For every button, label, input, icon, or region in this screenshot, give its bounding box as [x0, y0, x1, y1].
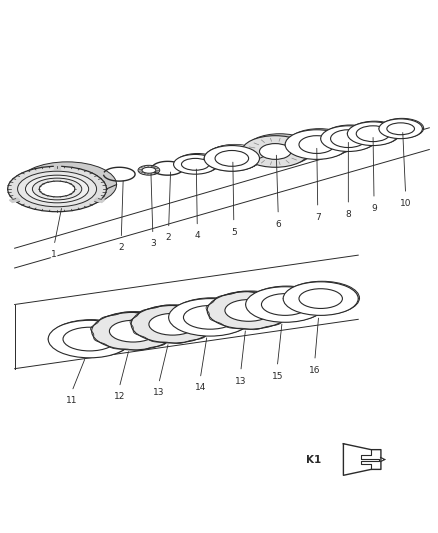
Text: 16: 16	[309, 366, 321, 375]
Polygon shape	[10, 198, 20, 203]
Text: 7: 7	[315, 213, 321, 222]
Ellipse shape	[264, 142, 296, 157]
Ellipse shape	[299, 136, 335, 154]
Ellipse shape	[332, 129, 368, 147]
Ellipse shape	[176, 154, 219, 173]
Ellipse shape	[39, 181, 75, 197]
Ellipse shape	[215, 150, 249, 166]
Ellipse shape	[263, 293, 311, 314]
Text: 2: 2	[166, 233, 171, 243]
Ellipse shape	[356, 126, 390, 142]
Polygon shape	[54, 165, 60, 168]
Ellipse shape	[284, 281, 360, 315]
Ellipse shape	[63, 327, 117, 351]
Ellipse shape	[64, 327, 118, 350]
Text: K1: K1	[307, 455, 321, 465]
Polygon shape	[94, 198, 105, 203]
Ellipse shape	[94, 312, 177, 349]
Text: 2: 2	[118, 243, 124, 252]
Ellipse shape	[242, 136, 309, 167]
Text: 5: 5	[231, 228, 237, 237]
Text: 14: 14	[194, 384, 206, 392]
Ellipse shape	[217, 150, 251, 165]
Ellipse shape	[209, 291, 292, 328]
Ellipse shape	[321, 126, 376, 151]
Ellipse shape	[285, 130, 348, 159]
Ellipse shape	[49, 176, 85, 192]
Text: 8: 8	[346, 209, 351, 219]
Ellipse shape	[50, 320, 133, 357]
Ellipse shape	[206, 145, 261, 171]
Ellipse shape	[247, 286, 326, 321]
Ellipse shape	[215, 150, 249, 166]
Ellipse shape	[133, 305, 215, 342]
Ellipse shape	[18, 162, 117, 207]
Ellipse shape	[111, 319, 159, 341]
Ellipse shape	[138, 165, 160, 175]
Text: 9: 9	[371, 204, 377, 213]
Ellipse shape	[225, 300, 272, 321]
Ellipse shape	[48, 320, 131, 358]
Text: 4: 4	[194, 231, 200, 240]
Ellipse shape	[331, 130, 366, 148]
Ellipse shape	[288, 128, 351, 158]
Ellipse shape	[226, 299, 274, 321]
Ellipse shape	[8, 166, 106, 212]
Ellipse shape	[259, 143, 291, 159]
Ellipse shape	[92, 312, 175, 350]
Text: 12: 12	[113, 392, 125, 401]
Ellipse shape	[184, 157, 212, 169]
Ellipse shape	[151, 313, 198, 334]
Ellipse shape	[18, 171, 96, 207]
Ellipse shape	[142, 167, 156, 173]
Ellipse shape	[299, 289, 343, 309]
Ellipse shape	[388, 122, 416, 134]
Ellipse shape	[323, 125, 378, 151]
Ellipse shape	[185, 305, 239, 328]
Ellipse shape	[184, 305, 237, 329]
Ellipse shape	[246, 134, 313, 165]
Ellipse shape	[204, 146, 259, 171]
Text: 15: 15	[272, 372, 283, 381]
Text: 13: 13	[235, 377, 247, 385]
Text: 11: 11	[66, 397, 78, 405]
Ellipse shape	[283, 282, 358, 316]
Ellipse shape	[204, 146, 259, 171]
Ellipse shape	[131, 305, 214, 343]
Ellipse shape	[301, 134, 337, 152]
Text: 10: 10	[400, 199, 411, 208]
Ellipse shape	[170, 298, 254, 335]
Ellipse shape	[379, 119, 422, 139]
Ellipse shape	[207, 144, 262, 170]
Ellipse shape	[110, 320, 157, 342]
Ellipse shape	[347, 122, 399, 146]
Ellipse shape	[218, 149, 251, 165]
Ellipse shape	[358, 125, 392, 141]
Ellipse shape	[300, 288, 344, 308]
Ellipse shape	[32, 178, 82, 200]
Ellipse shape	[181, 158, 209, 170]
Text: 1: 1	[51, 250, 57, 259]
Ellipse shape	[25, 175, 88, 203]
Ellipse shape	[216, 150, 250, 166]
Text: 3: 3	[150, 239, 156, 248]
Text: 13: 13	[153, 389, 165, 398]
Ellipse shape	[205, 145, 261, 171]
Text: 6: 6	[276, 220, 281, 229]
Ellipse shape	[246, 287, 325, 322]
Ellipse shape	[169, 298, 251, 336]
Ellipse shape	[149, 313, 196, 335]
Ellipse shape	[207, 292, 290, 329]
Ellipse shape	[380, 118, 424, 138]
Ellipse shape	[387, 123, 414, 135]
Ellipse shape	[349, 121, 400, 145]
Ellipse shape	[261, 294, 309, 316]
Ellipse shape	[173, 155, 217, 174]
